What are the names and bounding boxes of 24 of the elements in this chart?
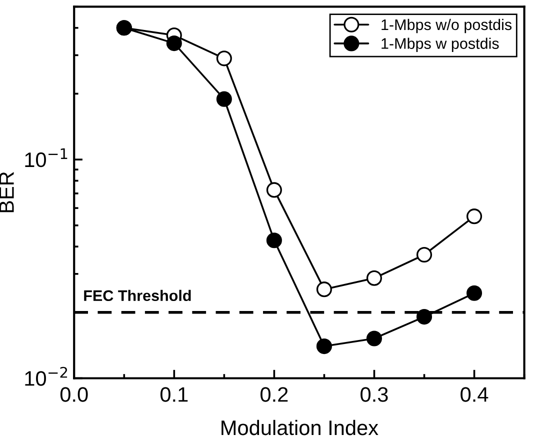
- legend-label: 1-Mbps w/o postdis: [382, 18, 512, 34]
- point: [216, 50, 232, 66]
- point: [416, 309, 432, 325]
- x-axis-title: Modulation Index: [222, 420, 378, 436]
- point: [316, 338, 332, 354]
- point: [316, 282, 332, 298]
- point: [166, 36, 182, 52]
- point: [366, 270, 382, 286]
- point: [416, 246, 432, 263]
- point: [366, 330, 382, 346]
- x-tick-label: 0.4: [460, 387, 488, 402]
- point: [466, 208, 482, 224]
- x-tick-label: 0.3: [360, 387, 388, 402]
- point: [266, 182, 282, 198]
- point: [466, 285, 482, 301]
- x-tick-label: 0.0: [60, 387, 88, 402]
- ref-line-label: FEC Threshold: [84, 290, 191, 302]
- y-tick-label: 10$^{−1}$: [25, 148, 68, 168]
- y-tick-label: 10$^{−2}$: [25, 366, 68, 386]
- x-tick-label: 0.2: [260, 387, 288, 402]
- legend-label: 1-Mbps w postdis: [382, 38, 499, 52]
- point: [266, 232, 282, 248]
- x-tick-label: 0.1: [160, 387, 188, 402]
- point: [216, 91, 232, 107]
